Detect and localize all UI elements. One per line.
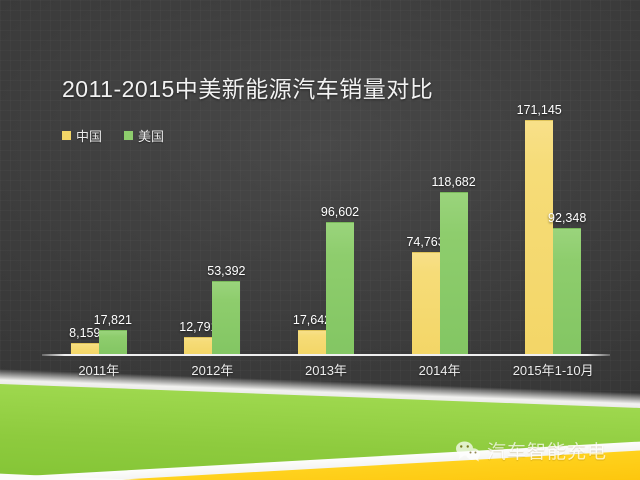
bar-column[interactable]: 74,763 [406,100,445,354]
bar-china[interactable] [411,252,440,354]
bar-group: 8,159 17,821 [42,100,156,354]
legend-swatch-icon [124,131,134,140]
bar-value-label: 74,763 [406,235,445,249]
bar-usa[interactable] [439,192,468,354]
bar-usa[interactable] [212,281,241,354]
bar-usa[interactable] [553,228,582,354]
bar-column[interactable]: 17,642 [293,100,331,354]
legend-entry: 美国 [124,126,164,145]
bar-column[interactable]: 96,602 [321,100,359,354]
bar-group: 74,763 118,682 [383,100,497,354]
x-axis-label: 2011年 [78,363,120,378]
bar-value-label: 96,602 [320,205,360,219]
bar-china[interactable] [525,120,554,354]
bar-value-label: 17,642 [292,313,332,327]
legend-entry: 中国 [62,126,102,145]
decorative-white-stripe-bottom [0,470,640,480]
bar-value-label: 118,682 [431,175,476,189]
bar-china[interactable] [297,330,326,354]
watermark-text: 汽车智能充电 [487,442,608,463]
bar-usa[interactable] [98,330,127,354]
watermark: 汽车智能充电 [455,437,607,464]
bar-column[interactable]: 8,159 [69,100,101,354]
bar-group: 12,791 53,392 [156,100,270,354]
bar-value-label: 12,791 [179,320,218,334]
bar-column[interactable]: 118,682 [431,100,476,354]
x-axis-labels: 2011年 2012年 2013年 2014年 2015年1-10月 [42,360,610,379]
page-title: 2011-2015中美新能源汽车销量对比 [62,76,434,102]
bar-group: 17,642 96,602 [269,100,383,354]
bar-usa[interactable] [325,222,354,354]
legend-label: 美国 [138,129,165,144]
x-axis-line [42,354,610,356]
bar-column[interactable]: 171,145 [517,100,562,354]
bar-value-label: 53,392 [207,264,246,278]
bar-value-label: 17,821 [93,313,132,327]
legend-swatch-icon [62,131,71,140]
x-axis-label: 2013年 [305,363,347,378]
wechat-icon [455,440,481,462]
bar-group: 171,145 92,348 [496,100,610,354]
chart-plot-area: 8,159 17,821 12,791 53,392 17,642 96,602 74,76… [42,100,610,356]
bar-column[interactable]: 53,392 [207,100,246,354]
legend-label: 中国 [76,129,103,144]
bar-column[interactable]: 17,821 [94,100,132,354]
bar-value-label: 8,159 [69,326,101,340]
bar-groups: 8,159 17,821 12,791 53,392 17,642 96,602 74,76… [42,100,610,354]
decorative-green-band [0,381,640,480]
bar-column[interactable]: 12,791 [179,100,218,354]
bar-value-label: 171,145 [516,103,562,117]
bar-column[interactable]: 92,348 [548,100,586,354]
bar-china[interactable] [70,343,99,354]
x-axis-label: 2014年 [418,363,461,378]
bar-china[interactable] [184,337,213,354]
chart-legend: 中国 美国 [62,126,164,145]
bar-value-label: 92,348 [548,211,587,225]
x-axis-label: 2015年1-10月 [512,363,594,378]
x-axis-label: 2012年 [191,363,234,378]
